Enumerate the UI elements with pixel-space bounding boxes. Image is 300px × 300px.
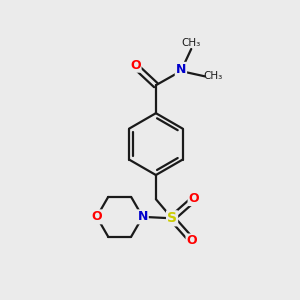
Text: N: N <box>176 63 186 76</box>
Text: N: N <box>137 210 148 223</box>
Text: CH₃: CH₃ <box>182 38 201 47</box>
Text: S: S <box>167 211 177 225</box>
Text: O: O <box>189 192 199 205</box>
Text: O: O <box>187 235 197 248</box>
Text: O: O <box>130 59 141 72</box>
Text: O: O <box>92 210 102 223</box>
Text: CH₃: CH₃ <box>204 71 223 81</box>
